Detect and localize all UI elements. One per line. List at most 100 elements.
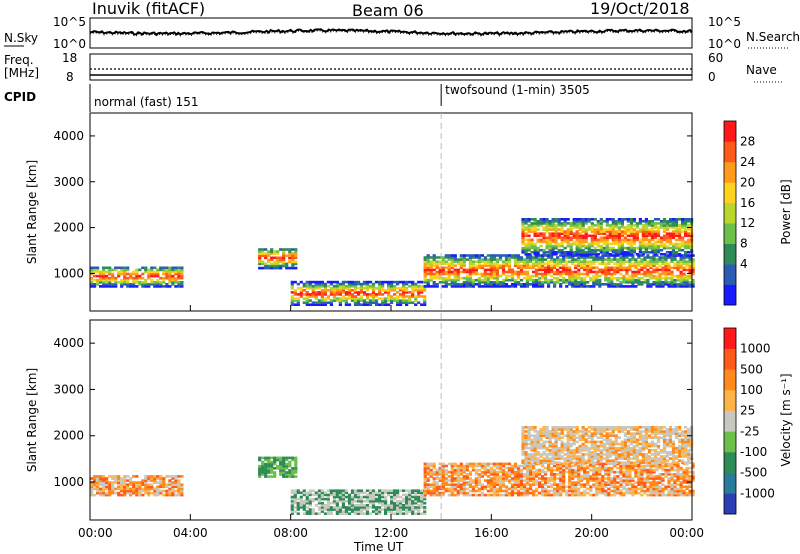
echo-cell (294, 471, 298, 474)
echo-cell (641, 228, 645, 231)
echo-cell (637, 475, 641, 478)
echo-cell (541, 475, 545, 478)
echo-cell (350, 297, 355, 300)
echo-cell (144, 479, 148, 482)
echo-cell (542, 459, 546, 462)
echo-cell (566, 228, 570, 231)
echo-cell (498, 489, 503, 493)
echo-cell (456, 491, 460, 495)
echo-cell (631, 285, 635, 288)
echo-cell (282, 467, 286, 470)
echo-cell (590, 253, 594, 256)
echo-cell (492, 274, 496, 278)
echo-cell (474, 260, 478, 263)
echo-cell (432, 473, 436, 476)
echo-cell (258, 456, 262, 460)
echo-cell (602, 457, 606, 460)
echo-cell (581, 242, 585, 246)
echo-cell (141, 483, 145, 486)
echo-cell (655, 487, 659, 491)
echo-cell (453, 470, 457, 474)
echo-cell (483, 285, 487, 288)
echo-cell (601, 468, 605, 472)
echo-cell (438, 491, 442, 495)
echo-cell (590, 436, 594, 439)
echo-cell (180, 493, 184, 497)
echo-cell (353, 493, 358, 497)
echo-cell (99, 281, 103, 284)
echo-cell (590, 455, 594, 458)
echo-cell (513, 264, 518, 268)
echo-cell (652, 281, 656, 284)
echo-cell (562, 278, 566, 282)
echo-cell (605, 448, 609, 452)
echo-cell (587, 244, 591, 248)
echo-cell (665, 232, 670, 235)
echo-cell (572, 232, 576, 235)
echo-cell (516, 489, 521, 493)
echo-cell (583, 466, 587, 470)
echo-cell (610, 272, 614, 276)
echo-cell (598, 489, 602, 493)
echo-cell (681, 224, 685, 227)
echo-cell (344, 491, 348, 495)
echo-cell (486, 264, 490, 268)
echo-cell (545, 218, 549, 221)
echo-cell (525, 493, 530, 497)
echo-cell (566, 242, 570, 246)
echo-cell (572, 440, 576, 444)
echo-cell (305, 293, 309, 296)
echo-cell (462, 487, 466, 491)
echo-cell (471, 266, 475, 270)
echo-cell (622, 260, 626, 263)
echo-cell (538, 485, 542, 489)
echo-cell (607, 268, 611, 272)
echo-cell (519, 487, 524, 491)
echo-cell (626, 251, 630, 254)
echo-cell (587, 242, 591, 246)
echo-cell (587, 226, 591, 229)
echo-cell (659, 248, 664, 252)
echo-cell (519, 268, 524, 272)
echo-cell (580, 262, 584, 265)
echo-cell (539, 248, 543, 252)
echo-cell (489, 493, 493, 497)
echo-cell (111, 481, 115, 484)
echo-cell (619, 468, 623, 472)
echo-cell (105, 278, 109, 282)
echo-cell (658, 491, 662, 495)
echo-cell (444, 481, 448, 484)
echo-cell (643, 266, 647, 270)
echo-cell (168, 489, 172, 493)
echo-cell (332, 284, 336, 288)
echo-cell (93, 493, 97, 497)
echo-cell (144, 283, 148, 286)
echo-cell (596, 242, 600, 246)
echo-cell (365, 284, 370, 288)
echo-cell (577, 475, 581, 478)
echo-cell (571, 487, 575, 491)
echo-cell (99, 487, 103, 491)
echo-cell (362, 299, 367, 302)
echo-cell (682, 256, 686, 259)
echo-cell (569, 253, 573, 256)
echo-cell (438, 272, 442, 276)
echo-cell (153, 481, 157, 484)
echo-cell (378, 493, 382, 497)
echo-cell (144, 485, 148, 489)
echo-cell (628, 264, 632, 268)
echo-cell (527, 230, 531, 233)
echo-cell (513, 470, 518, 474)
echo-cell (150, 485, 154, 489)
echo-cell (550, 281, 554, 284)
echo-cell (390, 284, 394, 288)
echo-cell (631, 466, 635, 470)
echo-cell (613, 493, 617, 497)
echo-cell (123, 274, 127, 278)
echo-cell (560, 253, 564, 256)
echo-cell (653, 253, 658, 256)
echo-cell (414, 495, 418, 499)
echo-cell (565, 256, 569, 259)
echo-cell (532, 475, 536, 478)
echo-cell (581, 230, 585, 233)
